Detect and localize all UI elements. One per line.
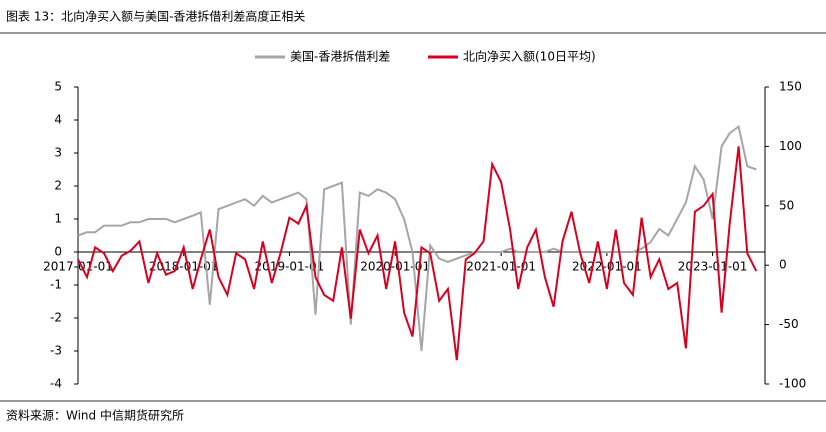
y-tick-label: 4 bbox=[54, 113, 62, 127]
x-tick-label: 2021-01-01 bbox=[466, 260, 536, 274]
y-tick-label: -2 bbox=[50, 311, 62, 325]
y-tick-label: 3 bbox=[54, 146, 62, 160]
y2-tick-label: -100 bbox=[779, 377, 806, 391]
x-tick-label: 2017-01-01 bbox=[43, 260, 113, 274]
x-tick-label: 2022-01-01 bbox=[572, 260, 642, 274]
x-tick-label: 2019-01-01 bbox=[255, 260, 325, 274]
chart-title: 图表 13：北向净买入额与美国-香港拆借利差高度正相关 bbox=[6, 9, 305, 24]
y2-tick-label: 0 bbox=[779, 258, 787, 272]
y-tick-label: 2 bbox=[54, 179, 62, 193]
legend-label: 北向净买入额(10日平均) bbox=[463, 49, 596, 64]
series-line bbox=[77, 124, 757, 352]
y2-tick-label: 150 bbox=[779, 80, 802, 94]
x-tick-label: 2023-01-01 bbox=[678, 260, 748, 274]
source: 资料来源：Wind 中信期货研究所 bbox=[6, 408, 184, 423]
series-line bbox=[77, 146, 758, 361]
y2-tick-label: -50 bbox=[779, 317, 799, 331]
legend-label: 美国-香港拆借利差 bbox=[290, 49, 390, 64]
y-tick-label: -3 bbox=[50, 344, 62, 358]
x-tick-label: 2018-01-01 bbox=[149, 260, 219, 274]
y-tick-label: -1 bbox=[50, 278, 62, 292]
y-tick-label: 0 bbox=[54, 245, 62, 259]
y2-tick-label: 50 bbox=[779, 198, 794, 212]
y-tick-label: -4 bbox=[50, 377, 62, 391]
y2-tick-label: 100 bbox=[779, 139, 802, 153]
y-tick-label: 5 bbox=[54, 80, 62, 94]
y-tick-label: 1 bbox=[54, 212, 62, 226]
